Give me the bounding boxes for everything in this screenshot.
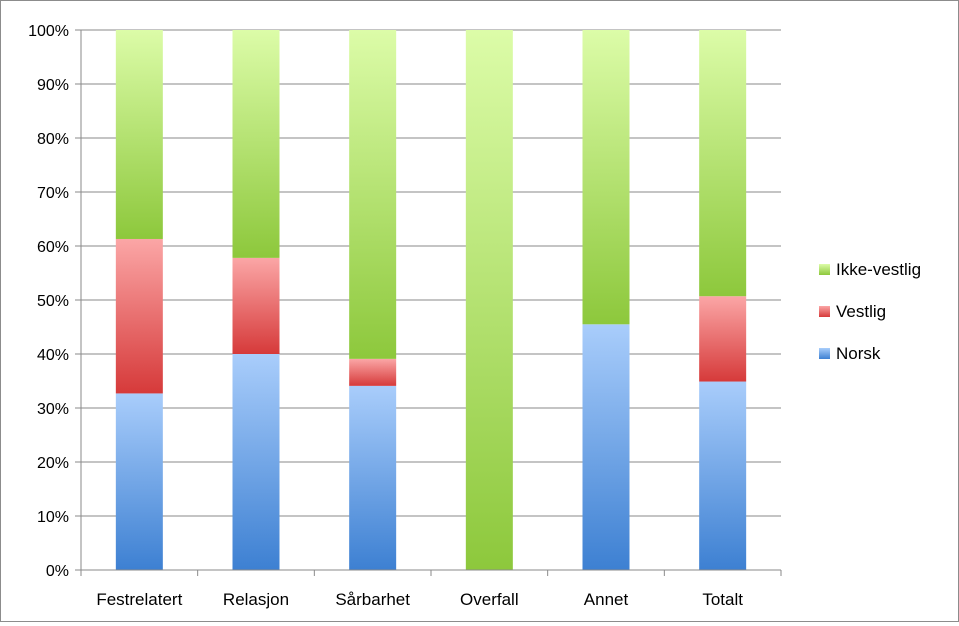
x-tick-label: Sårbarhet: [335, 590, 410, 609]
x-tick-label: Relasjon: [223, 590, 289, 609]
x-tick-label: Annet: [584, 590, 629, 609]
y-tick-label: 0%: [46, 563, 69, 580]
bar-s-rbarhet-norsk: [349, 385, 397, 570]
legend-label-vestlig: Vestlig: [836, 302, 886, 321]
bar-relasjon-vestlig: [232, 257, 280, 354]
bar-relasjon-ikke-vestlig: [232, 30, 280, 258]
bar-festrelatert-ikke-vestlig: [115, 30, 163, 239]
legend-swatch-norsk: [819, 348, 830, 359]
bar-totalt-vestlig: [699, 296, 747, 382]
bar-festrelatert-norsk: [115, 393, 163, 570]
legend-label-ikke-vestlig: Ikke-vestlig: [836, 260, 921, 279]
y-tick-label: 100%: [28, 23, 69, 40]
x-axis-ticks: Festrelatert Relasjon Sårbarhet Overfall Ann…: [80, 570, 782, 609]
bar-s-rbarhet-vestlig: [349, 358, 397, 386]
bar-totalt-norsk: [699, 381, 747, 570]
bars: [115, 30, 747, 570]
bar-overfall-ikke-vestlig: [465, 30, 513, 570]
y-tick-label: 20%: [37, 455, 69, 472]
y-tick-label: 30%: [37, 401, 69, 418]
bar-s-rbarhet-ikke-vestlig: [349, 30, 397, 359]
bar-totalt-ikke-vestlig: [699, 30, 747, 297]
y-tick-label: 50%: [37, 293, 69, 310]
legend-label-norsk: Norsk: [836, 344, 881, 363]
bar-annet-ikke-vestlig: [582, 30, 630, 325]
legend-swatch-vestlig: [819, 306, 830, 317]
bar-festrelatert-vestlig: [115, 238, 163, 394]
y-tick-label: 60%: [37, 239, 69, 256]
x-tick-label: Overfall: [460, 590, 519, 609]
y-tick-label: 80%: [37, 131, 69, 148]
legend: Ikke-vestlig Vestlig Norsk: [819, 260, 921, 363]
y-tick-label: 10%: [37, 509, 69, 526]
x-tick-label: Totalt: [702, 590, 743, 609]
legend-swatch-ikke-vestlig: [819, 264, 830, 275]
bar-annet-norsk: [582, 324, 630, 570]
y-tick-label: 40%: [37, 347, 69, 364]
gridlines: [81, 29, 781, 517]
y-tick-label: 90%: [37, 77, 69, 94]
y-tick-label: 70%: [37, 185, 69, 202]
x-tick-label: Festrelatert: [96, 590, 182, 609]
bar-relasjon-norsk: [232, 354, 280, 570]
y-axis-ticks: 0% 10% 20% 30% 40% 50% 60% 70% 80% 90% 100%: [28, 23, 81, 580]
